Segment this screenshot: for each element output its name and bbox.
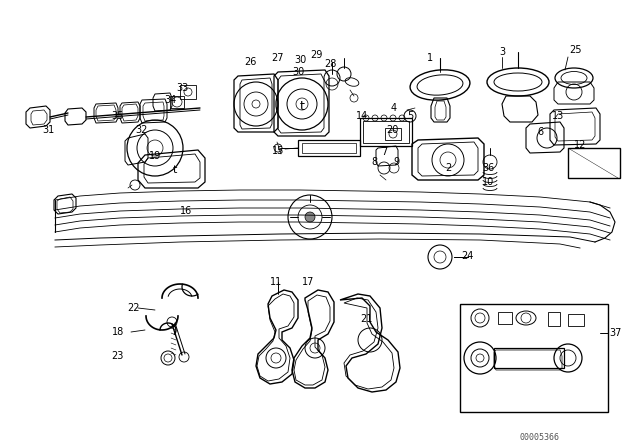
- Text: 12: 12: [574, 140, 586, 150]
- Text: 14: 14: [356, 111, 368, 121]
- Text: 37: 37: [609, 328, 621, 338]
- Text: 19: 19: [149, 151, 161, 161]
- Text: 5: 5: [407, 111, 413, 121]
- Bar: [363, 121, 409, 143]
- Text: 18: 18: [112, 327, 124, 337]
- Text: 8: 8: [371, 157, 377, 167]
- Text: 26: 26: [244, 57, 256, 67]
- Text: 23: 23: [111, 351, 123, 361]
- Bar: [385, 128, 401, 140]
- Text: 27: 27: [272, 53, 284, 63]
- Text: 10: 10: [482, 177, 494, 187]
- Text: 25: 25: [570, 45, 582, 55]
- Bar: [360, 118, 412, 146]
- Text: 21: 21: [360, 314, 372, 324]
- Text: 17: 17: [302, 277, 314, 287]
- Text: 15: 15: [272, 146, 284, 156]
- Text: 36: 36: [482, 163, 494, 173]
- Text: 32: 32: [136, 125, 148, 135]
- Text: 22: 22: [128, 303, 140, 313]
- Bar: [180, 85, 196, 99]
- Bar: [548, 312, 560, 326]
- Text: 34: 34: [164, 95, 176, 105]
- Text: t: t: [300, 99, 305, 112]
- Text: 9: 9: [393, 157, 399, 167]
- Text: 4: 4: [391, 103, 397, 113]
- Text: 7: 7: [381, 147, 387, 157]
- Text: 3: 3: [499, 47, 505, 57]
- Text: t: t: [173, 165, 177, 175]
- Bar: [568, 148, 620, 178]
- Text: 31: 31: [42, 125, 54, 135]
- Text: 30: 30: [292, 67, 304, 77]
- Text: 16: 16: [180, 206, 192, 216]
- Text: 33: 33: [176, 83, 188, 93]
- Text: 11: 11: [270, 277, 282, 287]
- Text: 20: 20: [386, 125, 398, 135]
- Bar: [170, 96, 184, 108]
- Bar: [568, 314, 584, 326]
- Text: 00005366: 00005366: [520, 434, 560, 443]
- Bar: [302, 143, 356, 153]
- Text: 35: 35: [112, 111, 124, 121]
- Text: 1: 1: [427, 53, 433, 63]
- Text: 29: 29: [310, 50, 322, 60]
- Text: 28: 28: [324, 59, 336, 69]
- Text: 6: 6: [537, 127, 543, 137]
- Text: 30: 30: [294, 55, 306, 65]
- Circle shape: [305, 212, 315, 222]
- Text: 24: 24: [461, 251, 473, 261]
- Bar: [494, 348, 564, 368]
- Bar: [460, 304, 608, 412]
- Text: 13: 13: [552, 111, 564, 121]
- Bar: [298, 140, 360, 156]
- Text: 2: 2: [445, 163, 451, 173]
- Bar: [498, 312, 512, 324]
